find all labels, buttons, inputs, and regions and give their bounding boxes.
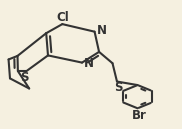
Text: Cl: Cl <box>57 11 70 24</box>
Text: Br: Br <box>132 109 147 122</box>
Text: S: S <box>20 71 29 84</box>
Text: N: N <box>84 57 94 70</box>
Text: N: N <box>97 24 107 37</box>
Text: S: S <box>114 81 122 94</box>
